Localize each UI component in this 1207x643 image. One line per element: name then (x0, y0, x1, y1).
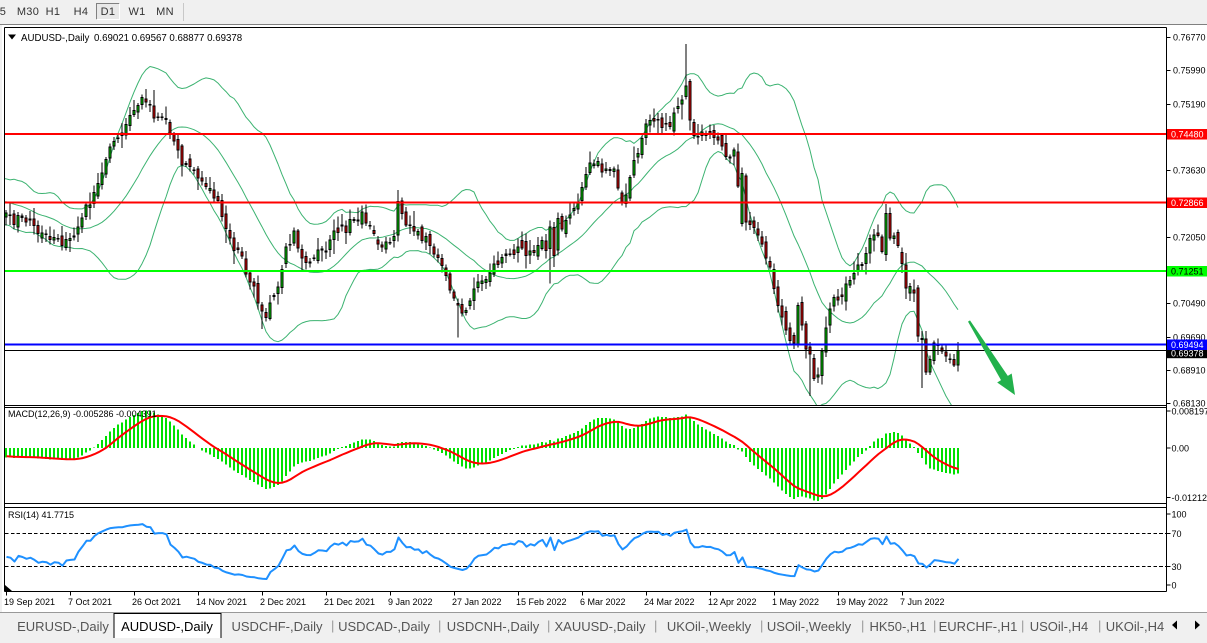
svg-text:HK50-,H1: HK50-,H1 (869, 619, 926, 634)
svg-text:0.74480: 0.74480 (1171, 130, 1204, 140)
svg-text:19 May 2022: 19 May 2022 (836, 597, 888, 607)
svg-text:D1: D1 (101, 6, 116, 18)
svg-text:-0.01212: -0.01212 (1172, 493, 1207, 503)
svg-text:24 Mar 2022: 24 Mar 2022 (644, 597, 695, 607)
svg-text:0: 0 (1172, 581, 1177, 591)
svg-text:0.75190: 0.75190 (1173, 100, 1206, 110)
svg-text:USDCNH-,Daily: USDCNH-,Daily (447, 619, 540, 634)
svg-text:0.75990: 0.75990 (1173, 66, 1206, 76)
svg-text:26 Oct 2021: 26 Oct 2021 (132, 597, 181, 607)
svg-text:14 Nov 2021: 14 Nov 2021 (196, 597, 247, 607)
svg-text:2 Dec 2021: 2 Dec 2021 (260, 597, 306, 607)
svg-text:XAUUSD-,Daily: XAUUSD-,Daily (554, 619, 646, 634)
svg-text:100: 100 (1172, 510, 1187, 520)
svg-text:MN: MN (156, 6, 174, 18)
svg-text:|: | (861, 618, 864, 633)
svg-text:0.72866: 0.72866 (1171, 198, 1204, 208)
svg-text:USOil-,H4: USOil-,H4 (1030, 619, 1089, 634)
svg-text:AUDUSD-,Daily: AUDUSD-,Daily (121, 619, 213, 634)
svg-text:EURUSD-,Daily: EURUSD-,Daily (17, 619, 109, 634)
svg-text:|: | (933, 618, 936, 633)
svg-text:USDCAD-,Daily: USDCAD-,Daily (338, 619, 430, 634)
svg-text:0.73630: 0.73630 (1173, 166, 1206, 176)
svg-text:7 Oct 2021: 7 Oct 2021 (68, 597, 112, 607)
svg-text:27 Jan 2022: 27 Jan 2022 (452, 597, 502, 607)
svg-text:7 Jun 2022: 7 Jun 2022 (900, 597, 945, 607)
svg-text:H1: H1 (46, 6, 61, 18)
svg-text:|: | (1098, 618, 1101, 633)
svg-text:1 May 2022: 1 May 2022 (772, 597, 819, 607)
svg-text:19 Sep 2021: 19 Sep 2021 (4, 597, 55, 607)
svg-text:0.008197: 0.008197 (1172, 407, 1207, 417)
svg-text:0.76770: 0.76770 (1173, 33, 1206, 43)
svg-text:|: | (438, 618, 441, 633)
svg-text:|: | (760, 618, 763, 633)
svg-text:9 Jan 2022: 9 Jan 2022 (388, 597, 433, 607)
svg-text:|: | (654, 618, 657, 633)
svg-text:USOil-,Weekly: USOil-,Weekly (767, 619, 852, 634)
svg-text:6 Mar 2022: 6 Mar 2022 (580, 597, 626, 607)
svg-text:|: | (1021, 618, 1024, 633)
svg-text:USDCHF-,Daily: USDCHF-,Daily (232, 619, 324, 634)
svg-text:EURCHF-,H1: EURCHF-,H1 (939, 619, 1018, 634)
svg-text:H4: H4 (74, 6, 89, 18)
svg-text:0.00: 0.00 (1172, 444, 1190, 454)
svg-text:70: 70 (1172, 529, 1182, 539)
svg-text:UKOil-,H4: UKOil-,H4 (1106, 619, 1165, 634)
svg-text:12 Apr 2022: 12 Apr 2022 (708, 597, 757, 607)
svg-text:0.69494: 0.69494 (1171, 340, 1204, 350)
svg-text:AUDUSD-,Daily: AUDUSD-,Daily (21, 33, 90, 44)
svg-text:W1: W1 (128, 6, 145, 18)
svg-text:15 Feb 2022: 15 Feb 2022 (516, 597, 567, 607)
svg-text:0.68910: 0.68910 (1173, 366, 1206, 376)
svg-text:0.69021 0.69567 0.68877 0.6937: 0.69021 0.69567 0.68877 0.69378 (94, 33, 242, 44)
svg-text:0.72050: 0.72050 (1173, 233, 1206, 243)
svg-text:|: | (331, 618, 334, 633)
svg-text:|: | (547, 618, 550, 633)
svg-text:30: 30 (1172, 562, 1182, 572)
svg-text:21 Dec 2021: 21 Dec 2021 (324, 597, 375, 607)
svg-text:M30: M30 (17, 6, 39, 18)
svg-text:0.70490: 0.70490 (1173, 299, 1206, 309)
svg-text:0.71251: 0.71251 (1171, 267, 1204, 277)
svg-text:5: 5 (0, 6, 6, 18)
svg-text:RSI(14) 41.7715: RSI(14) 41.7715 (8, 510, 74, 520)
svg-text:MACD(12,26,9) -0.005286 -0.004: MACD(12,26,9) -0.005286 -0.004391 (8, 409, 157, 419)
svg-text:UKOil-,Weekly: UKOil-,Weekly (667, 619, 752, 634)
